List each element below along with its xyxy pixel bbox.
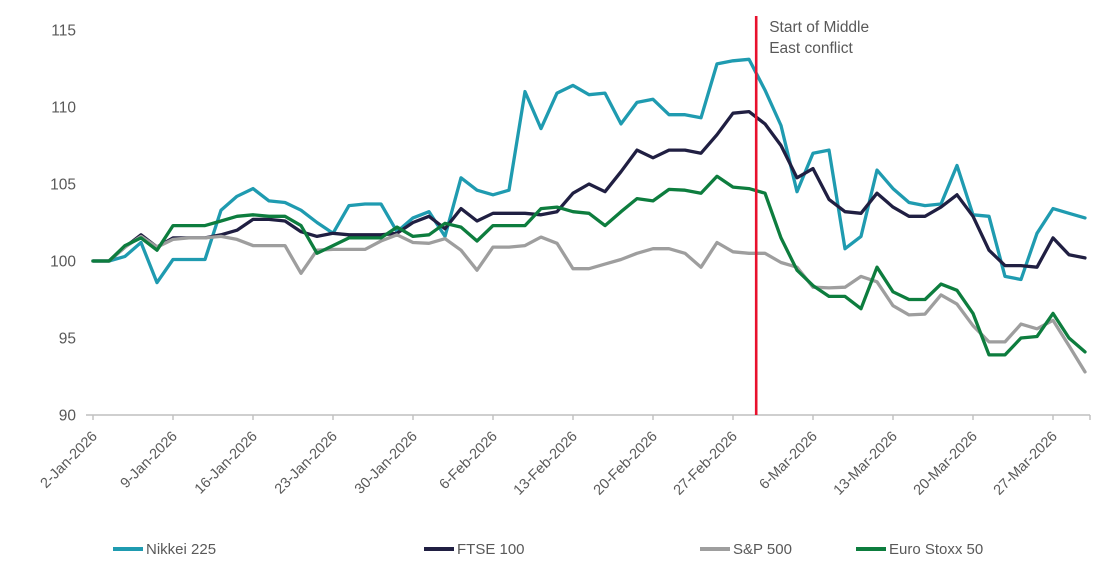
series-line-euro-stoxx-50 (91, 174, 1087, 357)
legend-swatch-eurostoxx-icon (856, 547, 886, 551)
y-axis-tick-label: 105 (50, 177, 76, 194)
x-axis-tick-label: 20-Mar-2026 (911, 429, 981, 499)
x-axis-tick-label: 16-Jan-2026 (192, 429, 261, 498)
legend-label: S&P 500 (733, 540, 792, 558)
legend-label: Nikkei 225 (146, 540, 217, 558)
x-axis (86, 414, 1091, 420)
x-axis-tick-label: 13-Mar-2026 (831, 429, 901, 499)
series-line-s-p-500 (91, 233, 1087, 374)
legend-swatch-nikkei-icon (113, 547, 143, 551)
x-axis-tick-label: 13-Feb-2026 (511, 429, 581, 499)
legend-label: Euro Stoxx 50 (889, 540, 984, 558)
event-annotation-line1: Start of Middle (769, 19, 870, 36)
x-axis-tick-label: 6-Feb-2026 (437, 429, 501, 493)
chart-legend: Nikkei 225 FTSE 100 S&P 500 Euro Stoxx 5… (0, 538, 1093, 564)
x-axis-tick-label: 6-Mar-2026 (757, 429, 821, 493)
x-axis-labels: 2-Jan-2026 9-Jan-2026 16-Jan-2026 23-Jan-20… (38, 429, 1061, 499)
legend-item: Nikkei 225 (113, 538, 216, 560)
event-annotation-line2: East conflict (769, 40, 853, 57)
legend-label: FTSE 100 (457, 540, 525, 558)
x-axis-tick-label: 9-Jan-2026 (118, 429, 181, 492)
y-axis-tick-label: 100 (50, 254, 76, 271)
event-annotation: Start of Middle East conflict (769, 17, 869, 59)
x-axis-tick-label: 27-Mar-2026 (991, 429, 1061, 499)
legend-item: Euro Stoxx 50 (856, 538, 983, 560)
y-axis-labels: 90 95 100 105 110 115 (50, 23, 76, 425)
y-axis-tick-label: 110 (51, 100, 76, 117)
y-axis-tick-label: 90 (59, 408, 77, 425)
x-axis-tick-label: 30-Jan-2026 (352, 429, 421, 498)
series-line-nikkei-225 (91, 57, 1087, 285)
x-axis-tick-label: 2-Jan-2026 (38, 429, 101, 492)
x-axis-tick-label: 27-Feb-2026 (671, 429, 741, 499)
legend-swatch-ftse-icon (424, 547, 454, 551)
legend-item: FTSE 100 (424, 538, 525, 560)
y-axis-tick-label: 95 (59, 331, 76, 348)
y-axis-tick-label: 115 (51, 23, 76, 40)
legend-swatch-sp500-icon (700, 547, 730, 551)
x-axis-tick-label: 23-Jan-2026 (272, 429, 341, 498)
x-axis-tick-label: 20-Feb-2026 (591, 429, 661, 499)
series-line-ftse-100 (91, 109, 1087, 269)
legend-item: S&P 500 (700, 538, 792, 560)
